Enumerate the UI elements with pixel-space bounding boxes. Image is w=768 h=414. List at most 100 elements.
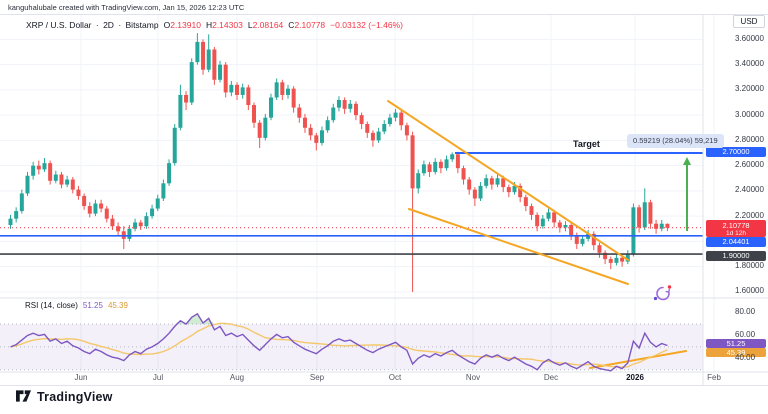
- open-value: 2.13910: [170, 20, 201, 30]
- candle-body: [370, 132, 375, 141]
- time-tick-label: Jul: [152, 373, 164, 382]
- candle-body: [201, 41, 206, 70]
- candle-body: [467, 179, 472, 190]
- candle-body: [59, 174, 64, 185]
- candle-body: [427, 164, 432, 172]
- candle-body: [523, 197, 528, 207]
- time-tick-label: Dec: [543, 373, 559, 382]
- swirl-sticker-icon[interactable]: [652, 283, 674, 305]
- low-label: L: [247, 20, 253, 30]
- candle-body: [331, 107, 336, 121]
- candle-body: [99, 203, 104, 209]
- candle-body: [376, 131, 381, 141]
- candle-body: [438, 161, 443, 169]
- measurement-label[interactable]: 0.59219 (28.04%) 59,219: [627, 134, 724, 148]
- candle-body: [252, 105, 257, 123]
- chart-canvas[interactable]: [0, 15, 768, 387]
- candle-body: [591, 233, 596, 246]
- candle-body: [608, 259, 613, 263]
- high-value: 2.14303: [212, 20, 243, 30]
- candle-body: [563, 224, 568, 228]
- candle-body: [212, 49, 217, 80]
- candle-body: [495, 178, 500, 185]
- candle-body: [235, 84, 240, 95]
- candle-body: [648, 202, 653, 224]
- candle-body: [506, 187, 511, 193]
- target-price-chip: 2.70000: [706, 147, 766, 157]
- candle-body: [614, 257, 619, 263]
- candle-body: [155, 198, 160, 209]
- projection-arrow-head: [683, 157, 691, 165]
- price-tick-label: 3.40000: [735, 59, 764, 69]
- candle-body: [133, 222, 138, 229]
- candle-body: [665, 223, 670, 228]
- candle-body: [625, 254, 630, 262]
- candle-body: [540, 218, 545, 227]
- bar-countdown: 1d 12h: [726, 230, 746, 237]
- candle-body: [8, 218, 13, 225]
- candle-body: [127, 228, 132, 239]
- exchange-label: Bitstamp: [125, 20, 159, 30]
- candle-body: [314, 135, 319, 143]
- change-value: −0.03132 (−1.46%): [330, 20, 403, 30]
- time-tick-label: Oct: [388, 373, 402, 382]
- price-tick-label: 1.60000: [735, 286, 764, 296]
- candle-body: [76, 189, 81, 196]
- candle-body: [399, 112, 404, 126]
- candle-body: [393, 112, 398, 118]
- candle-body: [461, 168, 466, 180]
- candle-body: [631, 207, 636, 255]
- candle-body: [82, 195, 87, 207]
- price-tick-label: 3.20000: [735, 84, 764, 94]
- candle-body: [410, 135, 415, 189]
- target-text-label[interactable]: Target: [573, 139, 600, 149]
- candle-body: [654, 223, 659, 229]
- candle-body: [336, 100, 341, 108]
- interval-label[interactable]: 2D: [103, 20, 114, 30]
- candle-body: [263, 117, 268, 138]
- trendline-lower: [408, 208, 629, 285]
- candle-body: [580, 238, 585, 244]
- swirl-red-dot: [667, 285, 672, 289]
- current-price-chip: 2.10778 1d 12h: [706, 220, 766, 237]
- time-tick-label: Jun: [74, 373, 88, 382]
- rsi-line: [10, 312, 668, 372]
- candle-body: [557, 222, 562, 228]
- rsi-tick-label: 40.00: [735, 352, 756, 362]
- rsi-legend[interactable]: RSI (14, close) 51.25 45.39: [25, 301, 128, 310]
- candle-body: [285, 88, 290, 95]
- candle-body: [297, 107, 302, 118]
- candle-body: [484, 178, 489, 186]
- candle-body: [433, 161, 438, 172]
- candle-body: [87, 206, 92, 214]
- candle-body: [25, 175, 30, 194]
- rsi-value-chip: 51.25: [706, 339, 766, 348]
- candle-body: [229, 84, 234, 93]
- tradingview-logo-text: TradingView: [37, 390, 113, 404]
- candle-body: [246, 87, 251, 106]
- price-tick-label: 2.80000: [735, 134, 764, 144]
- candle-body: [501, 178, 506, 188]
- candle-body: [274, 82, 279, 98]
- tradingview-logo-icon: [16, 390, 31, 402]
- time-tick-label: Aug: [229, 373, 245, 382]
- candle-body: [172, 127, 177, 164]
- candle-body: [302, 117, 307, 128]
- time-axis[interactable]: [0, 371, 768, 386]
- candle-body: [455, 154, 460, 169]
- currency-chip[interactable]: USD: [733, 15, 765, 28]
- chart-legend[interactable]: XRP / U.S. Dollar · 2D · Bitstamp O2.1391…: [26, 20, 403, 30]
- tradingview-logo[interactable]: TradingView: [16, 390, 113, 404]
- candle-body: [167, 163, 172, 184]
- time-tick-label: Nov: [465, 373, 481, 382]
- candle-body: [569, 224, 574, 236]
- symbol-title[interactable]: XRP / U.S. Dollar: [26, 20, 92, 30]
- candle-body: [535, 214, 540, 227]
- candle-body: [257, 122, 262, 138]
- candle-body: [65, 179, 70, 185]
- candle-body: [53, 174, 58, 181]
- candle-body: [31, 165, 36, 176]
- candle-body: [416, 173, 421, 189]
- candle-body: [184, 94, 189, 103]
- swirl-purple-dot: [653, 296, 658, 301]
